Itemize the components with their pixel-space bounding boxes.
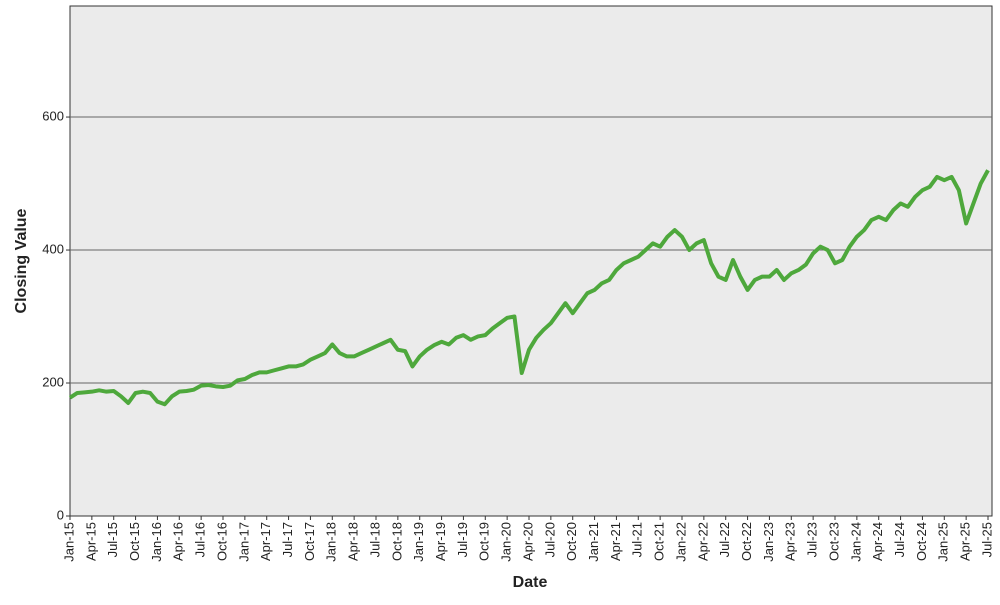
y-axis-title: Closing Value bbox=[13, 208, 30, 313]
x-tick-label: Oct-23 bbox=[826, 522, 841, 561]
x-tick-label: Jan-17 bbox=[236, 522, 251, 562]
x-tick-label: Oct-15 bbox=[127, 522, 142, 561]
x-tick-label: Oct-17 bbox=[302, 522, 317, 561]
x-tick-label: Jan-15 bbox=[61, 522, 76, 562]
x-tick-label: Apr-23 bbox=[783, 522, 798, 561]
x-tick-label: Apr-17 bbox=[258, 522, 273, 561]
x-tick-label: Apr-20 bbox=[520, 522, 535, 561]
y-tick-label: 400 bbox=[42, 241, 64, 256]
x-tick-label: Jul-17 bbox=[280, 522, 295, 557]
x-tick-label: Jan-25 bbox=[936, 522, 951, 562]
x-tick-label: Jul-19 bbox=[455, 522, 470, 557]
x-tick-label: Jul-18 bbox=[367, 522, 382, 557]
x-tick-label: Apr-18 bbox=[346, 522, 361, 561]
plot-area bbox=[69, 5, 993, 517]
x-tick-label: Apr-21 bbox=[608, 522, 623, 561]
x-axis-title: Date bbox=[513, 574, 548, 591]
x-tick-label: Jan-23 bbox=[761, 522, 776, 562]
x-tick-label: Oct-21 bbox=[652, 522, 667, 561]
x-tick-label: Oct-22 bbox=[739, 522, 754, 561]
x-tick-label: Apr-22 bbox=[695, 522, 710, 561]
x-tick-label: Jul-16 bbox=[193, 522, 208, 557]
x-tick-label: Oct-18 bbox=[389, 522, 404, 561]
x-tick-label: Apr-25 bbox=[958, 522, 973, 561]
x-tick-label: Jan-22 bbox=[673, 522, 688, 562]
y-tick-label: 600 bbox=[42, 108, 64, 123]
x-tick-label: Jul-20 bbox=[542, 522, 557, 557]
x-tick-label: Oct-19 bbox=[477, 522, 492, 561]
x-tick-label: Jan-21 bbox=[586, 522, 601, 562]
x-tick-label: Jan-20 bbox=[499, 522, 514, 562]
x-tick-label: Jul-24 bbox=[892, 522, 907, 557]
x-tick-label: Jan-16 bbox=[149, 522, 164, 562]
x-tick-label: Jul-22 bbox=[717, 522, 732, 557]
x-tick-label: Jul-15 bbox=[105, 522, 120, 557]
x-tick-label: Jan-18 bbox=[324, 522, 339, 562]
x-tick-label: Apr-19 bbox=[433, 522, 448, 561]
x-tick-label: Oct-16 bbox=[214, 522, 229, 561]
x-tick-label: Jan-24 bbox=[848, 522, 863, 562]
x-tick-label: Jul-23 bbox=[805, 522, 820, 557]
x-tick-label: Apr-16 bbox=[171, 522, 186, 561]
x-tick-label: Apr-24 bbox=[870, 522, 885, 561]
x-tick-label: Jan-19 bbox=[411, 522, 426, 562]
x-tick-label: Oct-24 bbox=[914, 522, 929, 561]
x-tick-label: Jul-21 bbox=[630, 522, 645, 557]
y-tick-label: 0 bbox=[57, 507, 64, 522]
x-tick-label: Apr-15 bbox=[83, 522, 98, 561]
y-tick-label: 200 bbox=[42, 374, 64, 389]
line bbox=[68, 169, 990, 407]
x-tick-label: Oct-20 bbox=[564, 522, 579, 561]
x-tick-label: Jul-25 bbox=[979, 522, 994, 557]
